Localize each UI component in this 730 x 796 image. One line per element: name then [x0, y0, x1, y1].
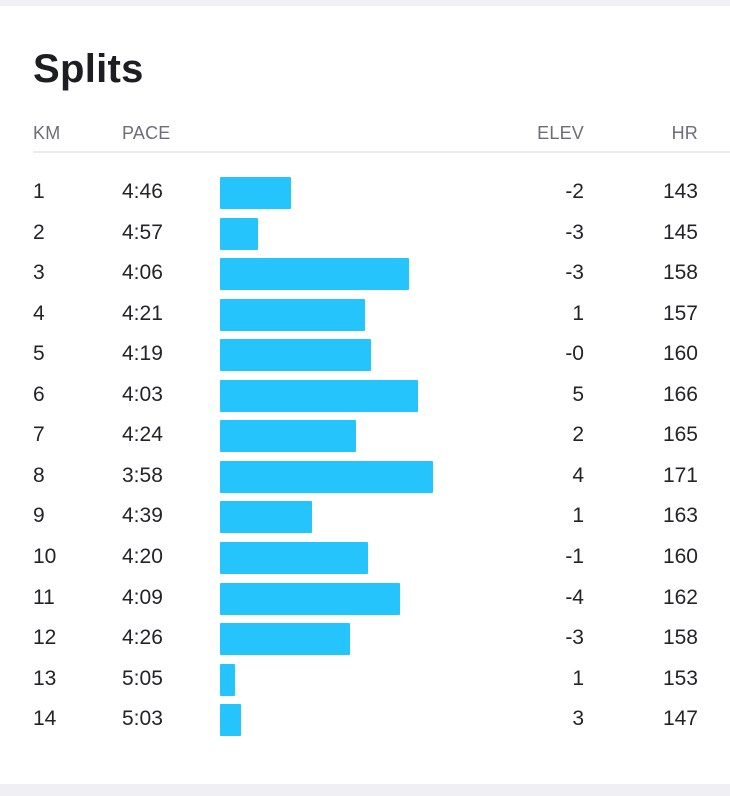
split-elev: -2 — [565, 180, 584, 203]
table-row[interactable]: 7 4:24 2 165 — [0, 415, 730, 456]
split-hr: 166 — [662, 382, 698, 406]
split-km: 13 — [33, 666, 57, 690]
pace-bar — [220, 501, 312, 534]
split-km: 11 — [33, 585, 55, 609]
split-hr: 160 — [662, 342, 698, 366]
split-hr: 145 — [662, 220, 698, 244]
split-hr: 162 — [662, 585, 698, 609]
split-hr: 165 — [662, 423, 698, 447]
header-km: KM — [33, 123, 61, 143]
pace-bar — [220, 460, 433, 493]
pace-bar — [220, 704, 241, 737]
split-km: 14 — [33, 707, 57, 731]
table-row[interactable]: 14 5:03 3 147 — [0, 699, 730, 740]
split-hr: 147 — [662, 707, 698, 731]
split-elev: -3 — [565, 626, 584, 650]
split-km: 12 — [33, 626, 57, 650]
table-row[interactable]: 2 4:57 -3 145 — [0, 213, 730, 254]
pace-bar — [220, 420, 356, 453]
split-pace: 4:09 — [122, 585, 163, 609]
split-pace: 4:57 — [122, 220, 163, 244]
table-row[interactable]: 1 4:46 -2 143 — [0, 172, 730, 213]
split-pace: 4:39 — [122, 504, 163, 528]
split-pace: 4:19 — [122, 342, 163, 366]
split-pace: 4:21 — [122, 301, 163, 325]
split-pace: 4:06 — [122, 261, 163, 285]
split-km: 10 — [33, 544, 57, 568]
split-km: 6 — [33, 382, 45, 406]
split-km: 1 — [33, 180, 45, 203]
split-pace: 5:05 — [122, 666, 163, 690]
split-km: 4 — [33, 301, 45, 325]
split-elev: 1 — [572, 301, 584, 325]
table-row[interactable]: 9 4:39 1 163 — [0, 496, 730, 537]
split-pace: 4:03 — [122, 382, 163, 406]
table-row[interactable]: 4 4:21 1 157 — [0, 294, 730, 335]
split-pace: 4:20 — [122, 544, 163, 568]
header-divider — [33, 151, 730, 153]
split-km: 7 — [33, 423, 45, 447]
split-hr: 158 — [662, 626, 698, 650]
table-row[interactable]: 13 5:05 1 153 — [0, 659, 730, 700]
split-elev: 2 — [572, 423, 584, 447]
split-km: 9 — [33, 504, 45, 528]
split-elev: -1 — [565, 544, 584, 568]
table-row[interactable]: 10 4:20 -1 160 — [0, 537, 730, 578]
pace-bar — [220, 663, 235, 696]
split-elev: 1 — [572, 666, 584, 690]
table-row[interactable]: 5 4:19 -0 160 — [0, 334, 730, 375]
table-row[interactable]: 11 4:09 -4 162 — [0, 578, 730, 619]
table-row[interactable]: 3 4:06 -3 158 — [0, 253, 730, 294]
pace-bar — [220, 217, 259, 250]
split-pace: 4:24 — [122, 423, 163, 447]
split-hr: 143 — [662, 180, 698, 203]
pace-bar — [220, 298, 365, 331]
split-hr: 160 — [662, 544, 698, 568]
split-hr: 171 — [662, 463, 698, 487]
pace-bar — [220, 582, 401, 615]
pace-bar — [220, 541, 368, 574]
split-pace: 5:03 — [122, 707, 163, 731]
pace-bar — [220, 258, 409, 291]
pace-bar — [220, 177, 291, 209]
split-km: 3 — [33, 261, 45, 285]
table-row[interactable]: 8 3:58 4 171 — [0, 456, 730, 497]
split-elev: 5 — [572, 382, 584, 406]
split-elev: -3 — [565, 220, 584, 244]
table-header: KM PACE ELEV HR — [33, 118, 730, 148]
split-pace: 4:26 — [122, 626, 163, 650]
split-elev: -0 — [565, 342, 584, 366]
split-elev: -4 — [565, 585, 584, 609]
split-km: 2 — [33, 220, 45, 244]
split-elev: 1 — [572, 504, 584, 528]
pace-bar — [220, 379, 418, 412]
header-elev: ELEV — [537, 123, 584, 143]
split-km: 8 — [33, 463, 45, 487]
table-row[interactable]: 12 4:26 -3 158 — [0, 618, 730, 659]
split-elev: -3 — [565, 261, 584, 285]
split-pace: 3:58 — [122, 463, 163, 487]
table-row[interactable]: 6 4:03 5 166 — [0, 375, 730, 416]
split-hr: 157 — [662, 301, 698, 325]
split-hr: 163 — [662, 504, 698, 528]
header-pace: PACE — [122, 123, 171, 143]
page-title: Splits — [33, 47, 144, 91]
split-hr: 158 — [662, 261, 698, 285]
split-km: 5 — [33, 342, 45, 366]
split-elev: 3 — [572, 707, 584, 731]
split-pace: 4:46 — [122, 180, 163, 203]
split-elev: 4 — [572, 463, 584, 487]
split-hr: 153 — [662, 666, 698, 690]
pace-bar — [220, 339, 371, 372]
header-hr: HR — [671, 123, 698, 143]
pace-bar — [220, 623, 350, 656]
